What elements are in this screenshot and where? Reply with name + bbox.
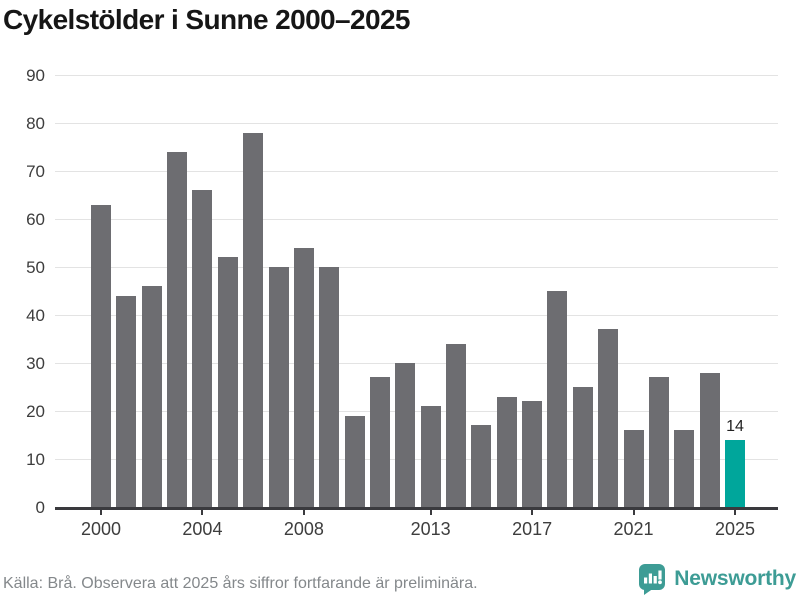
x-axis-tick-2017 [531, 509, 534, 515]
gridline-y-80 [55, 123, 778, 124]
y-axis-tick-label-50: 50 [26, 258, 45, 277]
x-axis-tick-label-2013: 2013 [410, 519, 451, 539]
y-axis-tick-label-60: 60 [26, 210, 45, 229]
x-axis-tick-2008 [302, 509, 305, 515]
bar-2006 [243, 132, 264, 507]
bar-2016 [496, 396, 517, 507]
gridline-y-30 [55, 363, 778, 364]
y-axis-tick-label-30: 30 [26, 354, 45, 373]
chart-title: Cykelstölder i Sunne 2000–2025 [3, 4, 411, 35]
speech-bubble-bar-chart-icon [639, 564, 666, 595]
bar-2024 [699, 372, 720, 507]
bar-2015 [471, 425, 492, 507]
bar-2022 [648, 377, 669, 507]
bar-2020 [598, 329, 619, 507]
newsworthy-logo: Newsworthy [637, 563, 796, 595]
source-note: Källa: Brå. Observera att 2025 års siffr… [3, 575, 478, 592]
y-axis-tick-label-80: 80 [26, 114, 45, 133]
x-axis-tick-label-2021: 2021 [613, 519, 654, 539]
gridline-y-20 [55, 411, 778, 412]
bar-2007 [268, 267, 289, 507]
y-axis-tick-label-70: 70 [26, 162, 45, 181]
plot-area: 14 2000 2004 2008 2013 2017 2021 2025 [55, 75, 778, 539]
y-axis-tick-label-90: 90 [26, 66, 45, 85]
x-axis-tick-2004 [201, 509, 204, 515]
y-axis-tick-label-20: 20 [26, 402, 45, 421]
x-axis-tick-label-2017: 2017 [512, 519, 553, 539]
bar-2019 [572, 387, 593, 507]
bar-2001 [116, 295, 137, 507]
newsworthy-wordmark: Newsworthy [674, 567, 796, 590]
gridline-y-40 [55, 315, 778, 316]
x-axis-tick-label-2004: 2004 [182, 519, 223, 539]
bar-2000 [91, 204, 111, 507]
x-axis-tick-2021 [632, 509, 635, 515]
bar-value-label-2025: 14 [726, 417, 744, 435]
y-axis-tick-label-0: 0 [35, 498, 45, 517]
gridline-y-10 [55, 459, 778, 460]
x-axis-line [55, 507, 778, 510]
bar-2010 [344, 415, 365, 507]
bar-2012 [395, 363, 416, 507]
y-axis-tick-label-10: 10 [26, 450, 45, 469]
bar-2025 [725, 439, 745, 507]
bar-2014 [446, 343, 467, 507]
y-axis-tick-label-40: 40 [26, 306, 45, 325]
bar-2021 [623, 430, 644, 507]
bar-2017 [522, 401, 543, 507]
bar-2013 [420, 406, 441, 507]
x-axis-tick-2000 [100, 509, 102, 515]
bar-2009 [319, 267, 340, 507]
bar-2005 [217, 257, 238, 507]
bar-2008 [293, 247, 314, 507]
x-axis-tick-2025 [734, 509, 736, 515]
x-axis-tick-label-2008: 2008 [283, 519, 324, 539]
bar-2003 [167, 151, 188, 507]
bar-2011 [369, 377, 390, 507]
bar-2002 [141, 286, 162, 507]
bar-2023 [674, 430, 695, 507]
x-axis-tick-label-2000: 2000 [80, 519, 122, 539]
bar-2004 [192, 190, 213, 507]
x-axis-tick-2013 [429, 509, 432, 515]
gridline-y-90 [55, 75, 778, 76]
gridline-y-60 [55, 219, 778, 220]
bar-2018 [547, 291, 568, 507]
gridline-y-70 [55, 171, 778, 172]
gridline-y-50 [55, 267, 778, 268]
x-axis-tick-label-2025: 2025 [714, 519, 756, 539]
